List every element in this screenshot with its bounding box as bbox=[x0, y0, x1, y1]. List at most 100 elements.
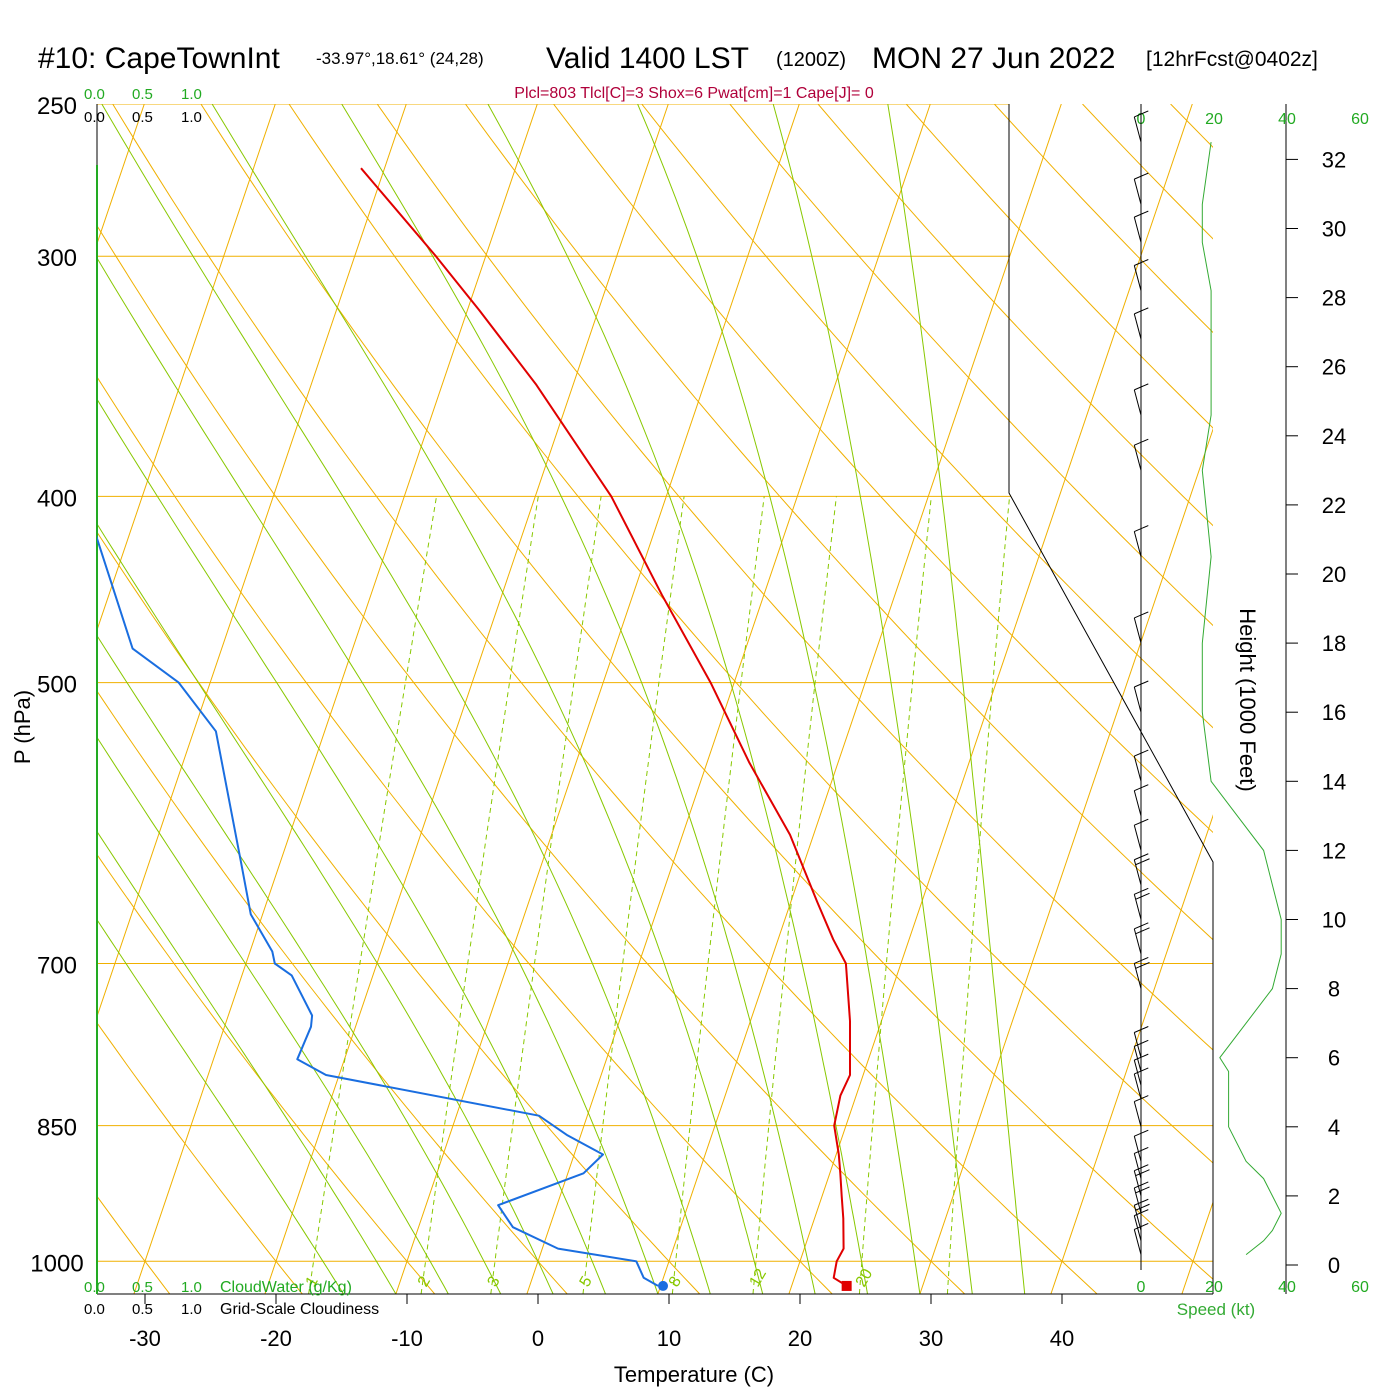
x-tick-label: 20 bbox=[788, 1326, 812, 1351]
wind-barb-feather bbox=[1134, 1222, 1149, 1230]
speed-tick-bottom: 0 bbox=[1137, 1279, 1146, 1296]
wind-barb-feather bbox=[1134, 110, 1149, 118]
moist-adiabat-line bbox=[97, 918, 344, 1294]
surface-temperature-marker bbox=[841, 1280, 852, 1291]
station-coords: -33.97°,18.61° (24,28) bbox=[316, 49, 484, 68]
wind-barb-staff bbox=[1133, 1170, 1142, 1197]
dry-adiabat-line bbox=[97, 690, 568, 1294]
moist-adiabat-line bbox=[97, 830, 397, 1294]
height-tick-label: 6 bbox=[1328, 1046, 1340, 1071]
wind-barb-feather bbox=[1134, 922, 1149, 930]
dry-adiabat-line bbox=[817, 104, 1213, 527]
x-tick-label: 10 bbox=[657, 1326, 681, 1351]
height-tick-label: 22 bbox=[1322, 493, 1346, 518]
mixing-ratio-line bbox=[420, 496, 539, 1294]
height-tick-label: 2 bbox=[1328, 1184, 1340, 1209]
moist-adiabat-line bbox=[637, 104, 921, 1294]
isotherm-line bbox=[133, 104, 538, 1294]
wind-barb-feather bbox=[1135, 961, 1150, 969]
wind-barb-staff bbox=[1133, 1229, 1142, 1255]
wind-barb-feather bbox=[1134, 525, 1149, 532]
moist-adiabat-line bbox=[211, 104, 764, 1294]
mixing-ratio-line bbox=[308, 496, 437, 1294]
mixing-ratio-line bbox=[490, 496, 602, 1294]
moist-adiabat-line bbox=[97, 522, 554, 1294]
x-tick-label: -20 bbox=[260, 1326, 292, 1351]
speed-tick-bottom: 60 bbox=[1351, 1279, 1369, 1296]
mixing-ratio-line bbox=[858, 496, 932, 1294]
wind-barb-feather bbox=[1134, 887, 1149, 895]
wind-barb-staff bbox=[1133, 531, 1142, 557]
wind-barb-staff bbox=[1133, 1073, 1142, 1100]
wind-barb-feather bbox=[1134, 818, 1149, 826]
wind-barb-staff bbox=[1133, 265, 1142, 291]
wind-barb-staff bbox=[1133, 755, 1142, 782]
wind-barb-feather bbox=[1134, 1181, 1149, 1189]
pressure-label: 700 bbox=[37, 953, 77, 980]
pressure-label: 850 bbox=[37, 1115, 77, 1142]
wind-barb-feather bbox=[1134, 1198, 1149, 1206]
pressure-label: 1000 bbox=[30, 1250, 83, 1277]
wind-barb-feather bbox=[1134, 853, 1149, 861]
height-tick-label: 10 bbox=[1322, 908, 1346, 933]
cloudwater-scale-bottom-1: 0.5 bbox=[132, 1279, 153, 1296]
mixing-ratio-line bbox=[752, 496, 837, 1294]
wind-barb-staff bbox=[1133, 859, 1142, 886]
speed-tick-top: 40 bbox=[1278, 111, 1296, 128]
dry-adiabat-line bbox=[553, 104, 1213, 834]
height-tick-label: 32 bbox=[1322, 147, 1346, 172]
wind-barb-feather bbox=[1135, 1169, 1150, 1177]
speed-tick-bottom: 20 bbox=[1205, 1279, 1223, 1296]
isotherm-line bbox=[1050, 814, 1213, 1294]
wind-barb-feather bbox=[1134, 172, 1149, 180]
wind-panel: 0246810121416182022242628303200202040406… bbox=[1133, 104, 1369, 1296]
mixing-ratio-label: 2 bbox=[415, 1274, 434, 1290]
wind-barb-feather bbox=[1134, 680, 1149, 688]
dry-adiabat-line bbox=[1170, 104, 1213, 148]
wind-barb-feather bbox=[1134, 1146, 1149, 1154]
height-tick-label: 24 bbox=[1322, 424, 1346, 449]
x-tick-label: -10 bbox=[391, 1326, 423, 1351]
x-tick-label: 30 bbox=[919, 1326, 943, 1351]
height-tick-label: 12 bbox=[1322, 838, 1346, 863]
forecast-run: [12hrFcst@0402z] bbox=[1146, 48, 1318, 71]
wind-barb-feather bbox=[1134, 383, 1149, 391]
dry-adiabat-line bbox=[1347, 104, 1400, 1294]
wind-barb-staff bbox=[1133, 1205, 1142, 1231]
wind-barb-feather bbox=[1134, 210, 1149, 218]
wind-barb-staff bbox=[1133, 1060, 1142, 1086]
height-tick-label: 18 bbox=[1322, 631, 1346, 656]
wind-barb-staff bbox=[1133, 825, 1142, 851]
dry-adiabat-line bbox=[376, 104, 1213, 1051]
wind-barb-feather bbox=[1135, 1186, 1150, 1194]
wind-barb-staff bbox=[1133, 116, 1142, 143]
cloudwater-scale-bottom-0: 0.0 bbox=[84, 1279, 105, 1296]
mixing-ratio-line bbox=[671, 496, 765, 1294]
wind-barb-feather bbox=[1135, 1203, 1150, 1211]
x-axis-title: Temperature (C) bbox=[614, 1362, 774, 1387]
isotherm-line bbox=[919, 427, 1213, 1294]
moist-adiabat-line bbox=[772, 104, 973, 1294]
wind-barb-feather bbox=[1134, 784, 1149, 792]
wind-barb-feather bbox=[1135, 892, 1150, 900]
dry-adiabat-line bbox=[97, 531, 701, 1294]
wind-barb-feather bbox=[1134, 1129, 1149, 1137]
cloudiness-label: Grid-Scale Cloudiness bbox=[220, 1301, 379, 1318]
isotherm-line bbox=[526, 104, 931, 1294]
temperature-profile bbox=[360, 167, 851, 1287]
background-grid bbox=[97, 104, 1400, 1294]
wind-barb-feather bbox=[1134, 1164, 1149, 1172]
sounding-profiles bbox=[97, 167, 852, 1291]
wind-barb-staff bbox=[1133, 928, 1142, 955]
moist-adiabat-line bbox=[97, 736, 449, 1294]
isotherm-line bbox=[1181, 1200, 1213, 1294]
wind-barb-staff bbox=[1133, 894, 1142, 920]
height-tick-label: 16 bbox=[1322, 700, 1346, 725]
pressure-label: 400 bbox=[37, 485, 77, 512]
isotherm-line bbox=[1313, 104, 1400, 1294]
height-tick-label: 14 bbox=[1322, 769, 1346, 794]
wind-barb-feather bbox=[1134, 1039, 1149, 1047]
wind-barb-feather bbox=[1134, 611, 1149, 619]
wind-barb-staff bbox=[1133, 216, 1142, 243]
